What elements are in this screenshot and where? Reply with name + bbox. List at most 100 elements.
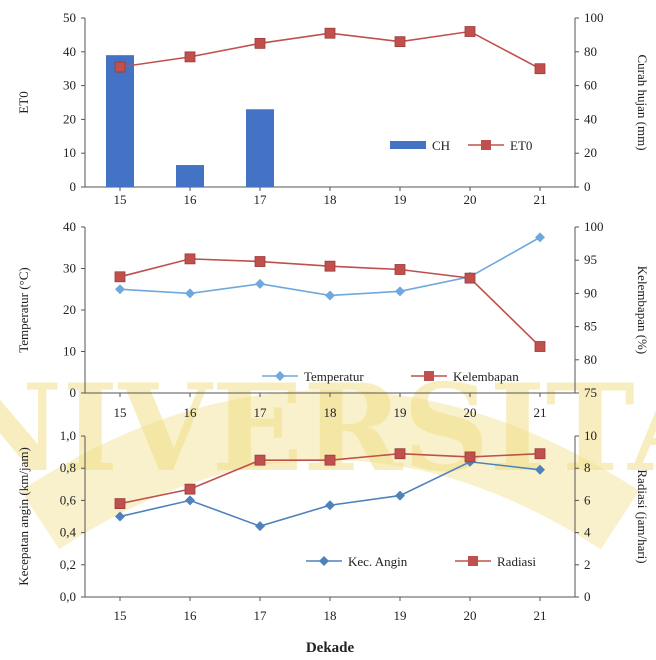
point-temperatur [115, 284, 125, 295]
bar-ch [106, 55, 134, 188]
y-left-tick-label: 40 [63, 219, 76, 234]
y-left-tick-label: 40 [63, 44, 76, 59]
x-tick-label: 21 [534, 608, 547, 623]
y-left-axis-title: Temperatur (°C) [16, 267, 31, 353]
point-kec-angin [325, 500, 335, 511]
x-tick-label: 18 [324, 405, 337, 420]
chart-1: 0 10 20 30 40 50 0 20 40 60 80 100 15 16 17 18 19 20 21 ET0… [16, 10, 650, 207]
legend-label: Temperatur [304, 369, 364, 384]
y-left-tick-label: 20 [63, 111, 76, 126]
y-right-tick-label: 75 [584, 385, 597, 400]
y-right-axis-title: Radiasi (jam/hari) [635, 469, 650, 563]
point-kelembapan [324, 260, 336, 272]
point-kelembapan [534, 341, 546, 352]
legend-label: Radiasi [497, 554, 536, 569]
x-tick-label: 17 [254, 608, 268, 623]
point-et0 [464, 26, 476, 37]
point-radiasi [534, 448, 546, 460]
point-temperatur [535, 232, 545, 243]
y-right-tick-label: 100 [584, 219, 604, 234]
point-temperatur [185, 288, 195, 299]
legend-marker [424, 371, 434, 381]
y-left-tick-label: 0,2 [60, 557, 76, 572]
x-tick-label: 19 [394, 608, 407, 623]
x-axis-title: Dekade [306, 640, 355, 656]
bar-ch [176, 165, 204, 187]
y-left-tick-label: 10 [63, 145, 76, 160]
point-kelembapan [394, 264, 406, 275]
y-right-tick-label: 10 [584, 428, 597, 443]
legend-marker [468, 556, 478, 566]
x-tick-label: 15 [114, 608, 127, 623]
y-left-tick-label: 0 [70, 179, 77, 194]
watermark: UNIVERSITAS [0, 358, 656, 550]
point-kec-angin [185, 495, 195, 506]
x-tick-label: 19 [394, 405, 407, 420]
point-radiasi [324, 454, 336, 466]
point-kec-angin [115, 511, 125, 522]
y-left-tick-label: 0,0 [60, 589, 76, 604]
x-tick-label: 20 [464, 192, 477, 207]
legend-label: Kec. Angin [348, 554, 408, 569]
bar-ch [246, 109, 274, 187]
legend-marker [481, 140, 491, 150]
y-left-tick-label: 20 [63, 302, 76, 317]
point-radiasi [254, 454, 266, 466]
y-right-tick-label: 80 [584, 352, 597, 367]
charts: 0 10 20 30 40 50 0 20 40 60 80 100 15 16 17 18 19 20 21 ET0… [16, 10, 650, 656]
y-left-tick-label: 0,8 [60, 460, 76, 475]
y-right-axis-title: Curah hujan (mm) [635, 54, 650, 150]
legend-swatch [390, 141, 426, 149]
y-left-tick-label: 10 [63, 344, 76, 359]
chart-3: 0,0 0,2 0,4 0,6 0,8 1,0 0 2 4 6 8 10 15 16 17 18 19 20 21 K… [16, 428, 650, 656]
x-tick-label: 16 [184, 608, 198, 623]
y-right-tick-label: 6 [584, 492, 591, 507]
y-right-tick-label: 100 [584, 10, 604, 25]
x-tick-label: 16 [184, 192, 198, 207]
y-right-tick-label: 60 [584, 78, 597, 93]
point-kec-angin [255, 521, 265, 532]
point-et0 [534, 63, 546, 75]
point-temperatur [325, 290, 335, 301]
y-right-axis-title: Kelembapan (%) [635, 266, 650, 354]
y-right-tick-label: 2 [584, 557, 591, 572]
point-radiasi [464, 451, 476, 463]
watermark-arc [20, 390, 640, 550]
y-left-axis-title: ET0 [16, 91, 31, 113]
x-tick-label: 21 [534, 405, 547, 420]
legend-marker [319, 556, 329, 566]
y-left-tick-label: 50 [63, 10, 76, 25]
point-temperatur [255, 278, 265, 289]
x-tick-label: 17 [254, 192, 268, 207]
point-kelembapan [114, 271, 126, 283]
y-left-tick-label: 30 [63, 78, 76, 93]
y-left-axis-title: Kecepatan angin (km/jam) [16, 447, 31, 586]
watermark-text: UNIVERSITAS [0, 358, 656, 499]
legend: Temperatur Kelembapan [262, 369, 519, 384]
x-tick-label: 20 [464, 405, 477, 420]
x-tick-label: 18 [324, 192, 337, 207]
y-left-tick-label: 0,4 [60, 525, 77, 540]
x-tick-label: 15 [114, 192, 127, 207]
point-kelembapan [184, 253, 196, 265]
legend: Kec. Angin Radiasi [306, 554, 536, 569]
point-radiasi [184, 483, 196, 495]
x-tick-label: 20 [464, 608, 477, 623]
x-tick-label: 18 [324, 608, 337, 623]
y-left-tick-label: 0 [70, 385, 77, 400]
x-tick-label: 21 [534, 192, 547, 207]
y-right-tick-label: 90 [584, 285, 597, 300]
y-right-tick-label: 85 [584, 319, 597, 334]
legend-label: Kelembapan [453, 369, 519, 384]
point-et0 [324, 27, 336, 39]
y-right-tick-label: 40 [584, 111, 597, 126]
point-et0 [254, 37, 266, 49]
y-left-tick-label: 1,0 [60, 428, 76, 443]
point-radiasi [114, 498, 126, 510]
legend-label: CH [432, 138, 450, 153]
x-tick-label: 17 [254, 405, 268, 420]
point-temperatur [395, 286, 405, 297]
point-et0 [184, 51, 196, 63]
y-right-tick-label: 8 [584, 460, 591, 475]
